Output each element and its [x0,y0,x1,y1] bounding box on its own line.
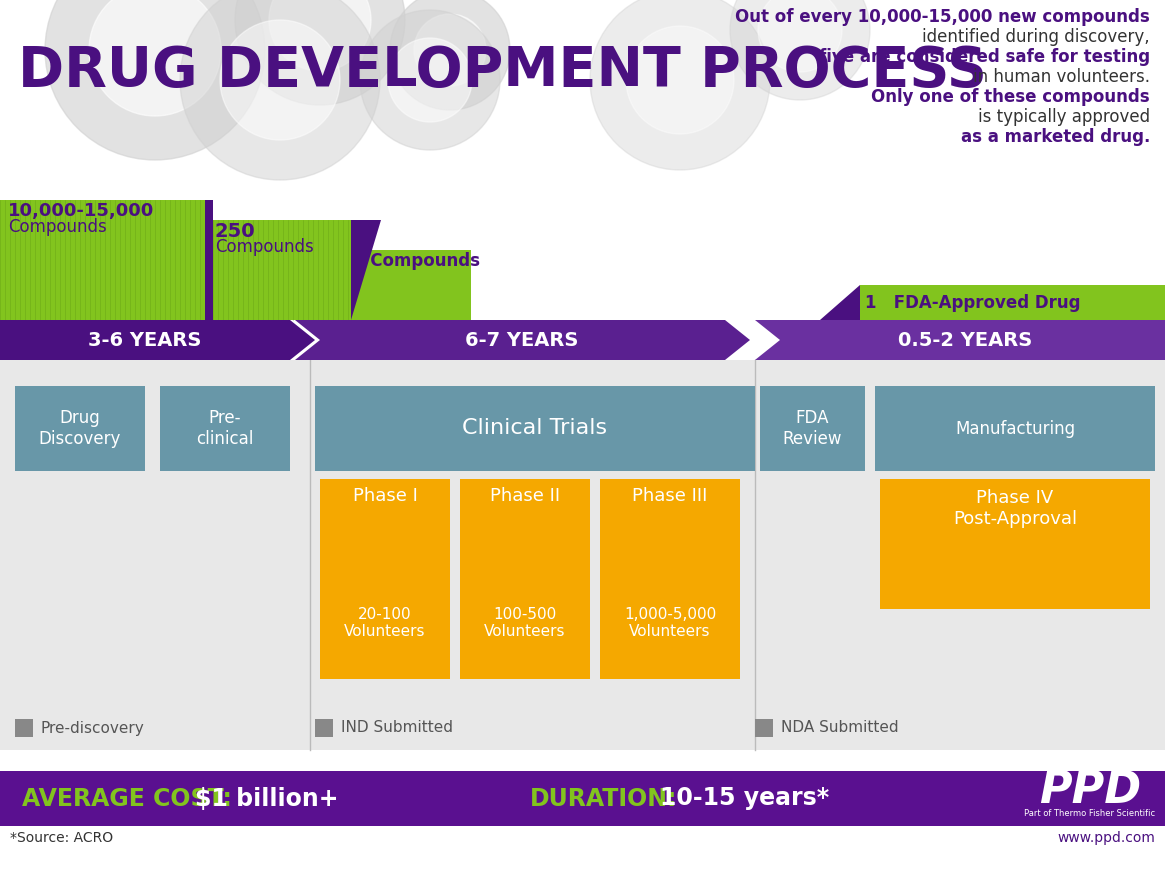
Text: Clinical Trials: Clinical Trials [463,419,608,439]
Circle shape [181,0,380,180]
Bar [0,360,1165,750]
Polygon shape [295,320,750,360]
Text: Part of Thermo Fisher Scientific: Part of Thermo Fisher Scientific [1024,809,1156,818]
Text: PPD: PPD [1039,769,1142,812]
Bar [315,719,333,737]
Polygon shape [820,285,860,320]
Text: 1,000-5,000
Volunteers: 1,000-5,000 Volunteers [624,606,716,639]
Bar [160,386,290,471]
Text: NDA Submitted: NDA Submitted [781,720,898,736]
Text: Compounds: Compounds [216,238,313,256]
Text: DRUG DEVELOPMENT PROCESS: DRUG DEVELOPMENT PROCESS [17,44,987,98]
Text: Pre-
clinical: Pre- clinical [197,409,254,448]
Polygon shape [0,320,315,360]
Circle shape [730,0,870,100]
Circle shape [626,26,734,134]
Text: Out of every 10,000-15,000 new compounds: Out of every 10,000-15,000 new compounds [735,8,1150,26]
Bar [0,200,205,320]
Text: 1   FDA-Approved Drug: 1 FDA-Approved Drug [864,293,1080,312]
Text: identified during discovery,: identified during discovery, [923,28,1150,46]
Circle shape [388,38,472,122]
Text: www.ppd.com: www.ppd.com [1057,831,1155,845]
Text: 3-6 YEARS: 3-6 YEARS [89,330,202,350]
Text: Phase II: Phase II [490,487,560,505]
Text: Phase III: Phase III [633,487,707,505]
Text: 100-500
Volunteers: 100-500 Volunteers [485,606,566,639]
Circle shape [220,20,340,140]
Polygon shape [755,320,1165,360]
Circle shape [45,0,264,160]
Text: Phase I: Phase I [353,487,417,505]
Polygon shape [351,220,381,320]
Bar [315,386,755,471]
Text: 5 Compounds: 5 Compounds [353,252,480,270]
Circle shape [89,0,221,116]
Bar [205,200,213,320]
Text: 10-15 years*: 10-15 years* [661,787,829,810]
Bar [320,479,450,679]
Bar [600,479,740,679]
Bar [0,771,1165,826]
Text: in human volunteers.: in human volunteers. [973,68,1150,86]
Text: Drug
Discovery: Drug Discovery [38,409,121,448]
Bar [755,719,774,737]
Bar [213,220,351,320]
Text: DURATION:: DURATION: [530,787,677,810]
Text: Compounds: Compounds [8,218,107,236]
Text: Only one of these compounds: Only one of these compounds [871,88,1150,106]
Circle shape [235,0,405,105]
Bar [875,386,1155,471]
Circle shape [360,10,500,150]
Text: 250: 250 [216,222,255,241]
Text: $1 billion+: $1 billion+ [195,787,339,810]
Text: Manufacturing: Manufacturing [955,420,1075,437]
Text: five are considered safe for testing: five are considered safe for testing [819,48,1150,66]
Bar [15,386,144,471]
Bar [0,0,1165,320]
Text: *Source: ACRO: *Source: ACRO [10,831,113,845]
Bar [351,250,471,320]
Text: Phase IV
Post-Approval: Phase IV Post-Approval [953,489,1078,528]
Text: as a marketed drug.: as a marketed drug. [961,128,1150,146]
Bar [15,719,33,737]
Text: 20-100
Volunteers: 20-100 Volunteers [344,606,425,639]
Text: IND Submitted: IND Submitted [341,720,453,736]
Bar [880,479,1150,609]
Text: Pre-discovery: Pre-discovery [41,720,144,736]
Bar [460,479,589,679]
Text: 6-7 YEARS: 6-7 YEARS [465,330,579,350]
Bar [860,285,1165,320]
Text: AVERAGE COST:: AVERAGE COST: [22,787,232,810]
Circle shape [414,14,486,86]
Text: FDA
Review: FDA Review [783,409,842,448]
Text: is typically approved: is typically approved [977,108,1150,126]
Text: 10,000-15,000: 10,000-15,000 [8,202,154,220]
Circle shape [589,0,770,170]
Bar [760,386,864,471]
Circle shape [269,0,370,71]
Circle shape [758,0,842,72]
Text: 0.5-2 YEARS: 0.5-2 YEARS [898,330,1032,350]
Circle shape [390,0,510,110]
